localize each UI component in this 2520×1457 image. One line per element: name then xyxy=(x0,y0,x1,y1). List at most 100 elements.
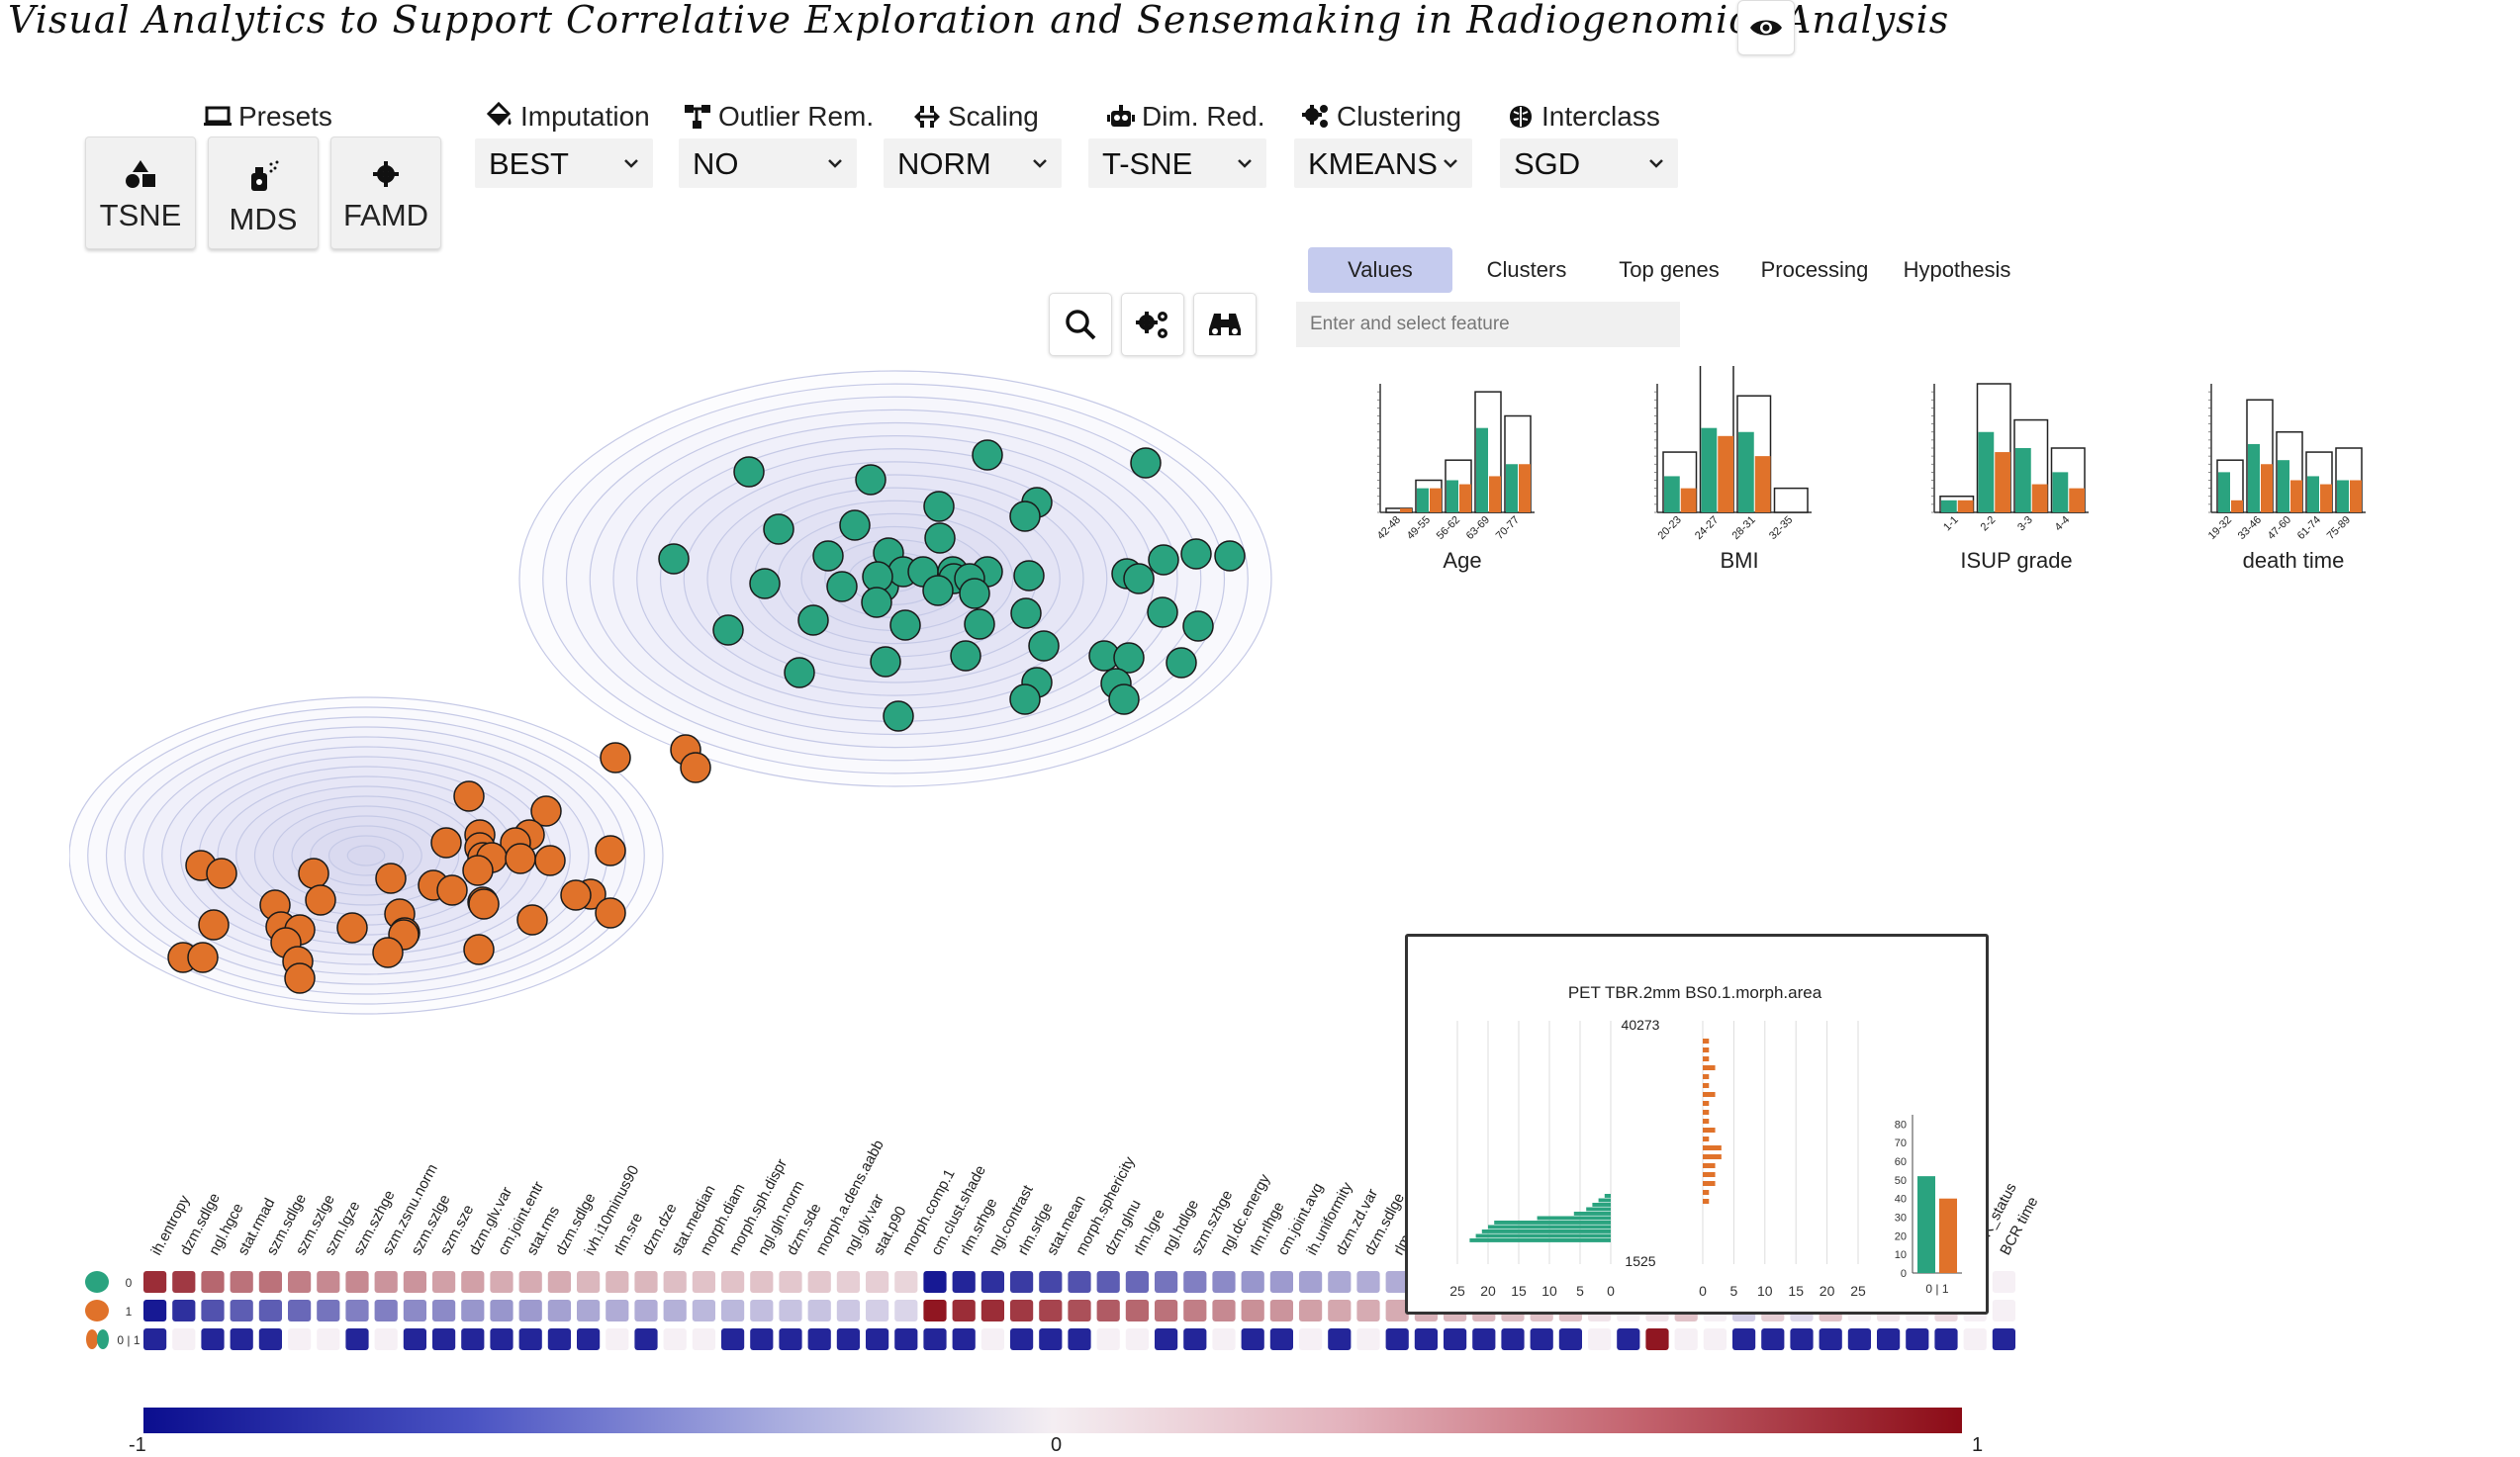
mini-category-label: 75-89 xyxy=(2325,514,2353,542)
heatmap-cell xyxy=(1125,1300,1149,1321)
heatmap-cell xyxy=(461,1328,485,1350)
heatmap-cell xyxy=(403,1300,426,1321)
cluster0-point xyxy=(1013,560,1045,592)
preset-famd-button[interactable]: FAMD xyxy=(330,137,441,249)
mini-cluster1-bar xyxy=(2350,480,2362,512)
heatmap-cell xyxy=(1819,1328,1842,1350)
popup-right-tick: 5 xyxy=(1730,1283,1738,1299)
settings-button[interactable] xyxy=(1121,293,1184,356)
heatmap-cell xyxy=(634,1328,658,1350)
heatmap-cell xyxy=(258,1271,282,1293)
outlier-label: Outlier Rem. xyxy=(683,101,874,133)
tab-top-genes[interactable]: Top genes xyxy=(1619,257,1720,282)
mini-category-label: 3-3 xyxy=(2015,514,2035,534)
heatmap-cell xyxy=(1588,1328,1612,1350)
heatmap-cell xyxy=(288,1300,312,1321)
cluster1-point xyxy=(436,874,468,906)
heatmap-cell xyxy=(1356,1300,1380,1321)
popup-green-bar xyxy=(1494,1221,1611,1225)
outlier-select[interactable]: NO xyxy=(679,138,857,188)
cluster1-point xyxy=(198,909,230,941)
robot-icon xyxy=(1107,105,1135,127)
mini-cluster1-bar xyxy=(2031,484,2048,512)
heatmap-cell xyxy=(923,1271,947,1293)
explore-button[interactable] xyxy=(1193,293,1257,356)
heatmap-cell xyxy=(866,1328,889,1350)
cluster1-point xyxy=(284,962,316,994)
heatmap-cell xyxy=(403,1328,426,1350)
mini-cluster0-bar xyxy=(1978,431,1995,512)
density-contour xyxy=(105,716,627,995)
heatmap-cell xyxy=(1299,1300,1323,1321)
mini-category-label: 42-48 xyxy=(1375,514,1403,542)
projection-scatter-plot[interactable] xyxy=(69,366,1355,1088)
cluster1-point xyxy=(462,855,494,886)
heatmap-cell xyxy=(692,1328,715,1350)
cluster1-point xyxy=(430,827,462,859)
cluster0-point xyxy=(972,439,1003,471)
tab-values[interactable]: Values xyxy=(1308,247,1452,293)
popup-orange-bar xyxy=(1703,1128,1716,1133)
popup-green-bar xyxy=(1488,1225,1611,1229)
heatmap-cell xyxy=(980,1328,1004,1350)
mini-cluster0-bar xyxy=(2248,443,2260,512)
correlation-heatmap[interactable]: 010 | 1ih.entropydzm.sdlgengl.hgcestat.r… xyxy=(69,1128,2473,1365)
mini-cluster1-bar xyxy=(2261,464,2273,512)
tab-clusters[interactable]: Clusters xyxy=(1486,257,1567,282)
heatmap-cell xyxy=(779,1328,802,1350)
interclass-select[interactable]: SGD xyxy=(1500,138,1678,188)
cluster0-point xyxy=(1113,642,1145,674)
heatmap-cell xyxy=(1963,1328,1987,1350)
heatmap-cell xyxy=(952,1300,976,1321)
mini-cluster0-bar xyxy=(2307,476,2319,512)
imputation-select[interactable]: BEST xyxy=(475,138,653,188)
visibility-toggle-button[interactable] xyxy=(1737,0,1795,55)
heatmap-cell xyxy=(1328,1328,1352,1350)
popup-green-bar xyxy=(1481,1229,1611,1233)
heatmap-cell xyxy=(345,1328,369,1350)
cluster1-point xyxy=(187,942,219,973)
heatmap-cell xyxy=(1068,1300,1091,1321)
cluster0-point xyxy=(658,543,690,575)
heatmap-cell xyxy=(866,1300,889,1321)
heatmap-cell xyxy=(1155,1300,1178,1321)
cluster1-point xyxy=(595,897,626,929)
colorbar-min-label: -1 xyxy=(129,1434,146,1456)
heatmap-cell xyxy=(1241,1271,1264,1293)
popup-orange-bar xyxy=(1703,1065,1716,1070)
heatmap-cell xyxy=(634,1271,658,1293)
heatmap-cell xyxy=(1183,1300,1207,1321)
cluster0-point xyxy=(1009,683,1041,715)
cluster0-point xyxy=(1182,610,1214,642)
scaling-select[interactable]: NORM xyxy=(884,138,1062,188)
chevron-down-icon xyxy=(624,159,638,168)
heatmap-cell xyxy=(201,1300,225,1321)
preset-tsne-button[interactable]: TSNE xyxy=(85,137,196,249)
mini-cluster1-bar xyxy=(1489,476,1501,512)
search-button[interactable] xyxy=(1049,293,1112,356)
heatmap-cell xyxy=(606,1328,629,1350)
mini-total-bar xyxy=(1773,487,1809,513)
heatmap-cell xyxy=(1530,1328,1553,1350)
heatmap-cell xyxy=(1183,1328,1207,1350)
heatmap-cell xyxy=(345,1300,369,1321)
cluster0-point xyxy=(749,568,781,599)
mini-category-label: 70-77 xyxy=(1494,514,1522,542)
dimred-select[interactable]: T-SNE xyxy=(1088,138,1266,188)
heatmap-cell xyxy=(143,1328,167,1350)
preset-tsne-label: TSNE xyxy=(99,198,182,232)
mini-category-label: 24-27 xyxy=(1693,514,1721,542)
cluster1-point xyxy=(468,888,500,920)
popup-orange-bar xyxy=(1703,1119,1710,1124)
tab-hypothesis[interactable]: Hypothesis xyxy=(1903,257,2011,282)
mini-cluster0-bar xyxy=(1417,488,1429,512)
row-pair-marker-b xyxy=(97,1329,109,1349)
tab-processing[interactable]: Processing xyxy=(1760,257,1869,282)
eye-icon xyxy=(1750,20,1782,36)
heatmap-cell xyxy=(1125,1271,1149,1293)
feature-search-input[interactable] xyxy=(1296,302,1680,347)
heatmap-cell xyxy=(1241,1328,1264,1350)
preset-mds-button[interactable]: MDS xyxy=(208,137,319,249)
popup-small-tick: 20 xyxy=(1895,1230,1907,1242)
clustering-select[interactable]: KMEANS xyxy=(1294,138,1472,188)
